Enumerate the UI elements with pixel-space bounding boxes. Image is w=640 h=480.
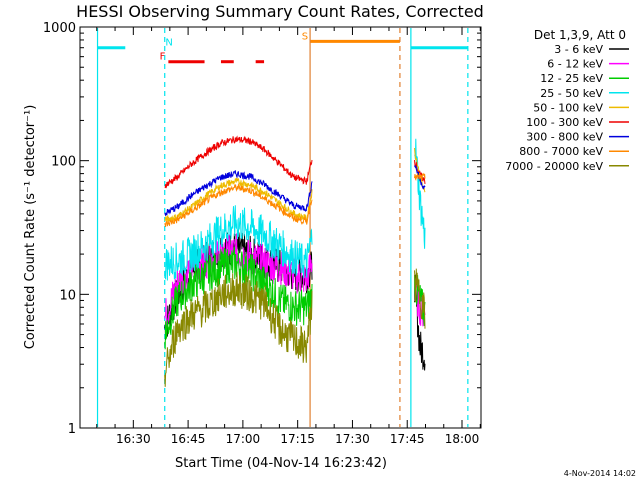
legend-header: Det 1,3,9, Att 0 xyxy=(534,28,626,42)
y-tick-label: 10 xyxy=(59,288,76,303)
event-lines xyxy=(96,28,469,427)
flag-label: F xyxy=(160,52,166,63)
x-tick-label: 17:00 xyxy=(226,432,261,446)
x-tick-label: 16:45 xyxy=(171,432,206,446)
y-tick-label: 1 xyxy=(68,422,76,437)
series-line-3 xyxy=(164,205,313,281)
series-line-7 xyxy=(414,172,426,182)
series-line-8 xyxy=(414,268,426,329)
x-axis-label: Start Time (04-Nov-14 16:23:42) xyxy=(175,456,387,471)
series-line-2 xyxy=(164,246,313,350)
plot-frame xyxy=(79,26,482,429)
legend-entry-label: 50 - 100 keV xyxy=(533,101,603,114)
legend-entry-label: 6 - 12 keV xyxy=(547,58,603,71)
legend-entry-label: 300 - 800 keV xyxy=(526,131,603,144)
flag-label: N xyxy=(165,38,172,49)
series-line-5 xyxy=(414,160,426,184)
legend-entry-label: 25 - 50 keV xyxy=(540,87,603,100)
y-tick-label: 100 xyxy=(51,155,76,170)
x-tick-label: 17:45 xyxy=(390,432,425,446)
x-tick-label: 17:30 xyxy=(335,432,370,446)
series-line-5 xyxy=(164,135,313,189)
chart-title: HESSI Observing Summary Count Rates, Cor… xyxy=(76,2,484,21)
x-tick-label: 16:30 xyxy=(116,432,151,446)
series-line-6 xyxy=(414,165,426,190)
series-line-3 xyxy=(414,138,426,249)
y-tick-label: 1000 xyxy=(43,21,76,36)
x-tick-label: 18:00 xyxy=(445,432,480,446)
series-line-6 xyxy=(164,170,313,216)
legend-entry-label: 12 - 25 keV xyxy=(540,72,603,85)
flag-label: S xyxy=(302,31,308,42)
flag-bars: NF S xyxy=(97,31,468,64)
legend-entry-label: 3 - 6 keV xyxy=(554,43,603,56)
x-axis: 16:30 16:45 17:00 17:15 17:30 17:45 18:00 xyxy=(96,27,481,446)
plot-area xyxy=(79,26,482,429)
footer-timestamp: 4-Nov-2014 14:02 xyxy=(564,469,636,478)
legend-entry-label: 100 - 300 keV xyxy=(526,116,603,129)
x-tick-label: 17:15 xyxy=(280,432,315,446)
series-line-8 xyxy=(164,271,313,387)
series-line-4 xyxy=(164,177,313,223)
series-lines xyxy=(164,135,426,387)
legend-entry-label: 800 - 7000 keV xyxy=(519,145,603,158)
legend-entry-label: 7000 - 20000 keV xyxy=(505,160,603,173)
y-axis-label: Corrected Count Rate (s⁻¹ detector⁻¹) xyxy=(23,105,38,350)
series-line-7 xyxy=(164,183,313,227)
y-axis: 1 10 100 1000 xyxy=(43,21,481,437)
